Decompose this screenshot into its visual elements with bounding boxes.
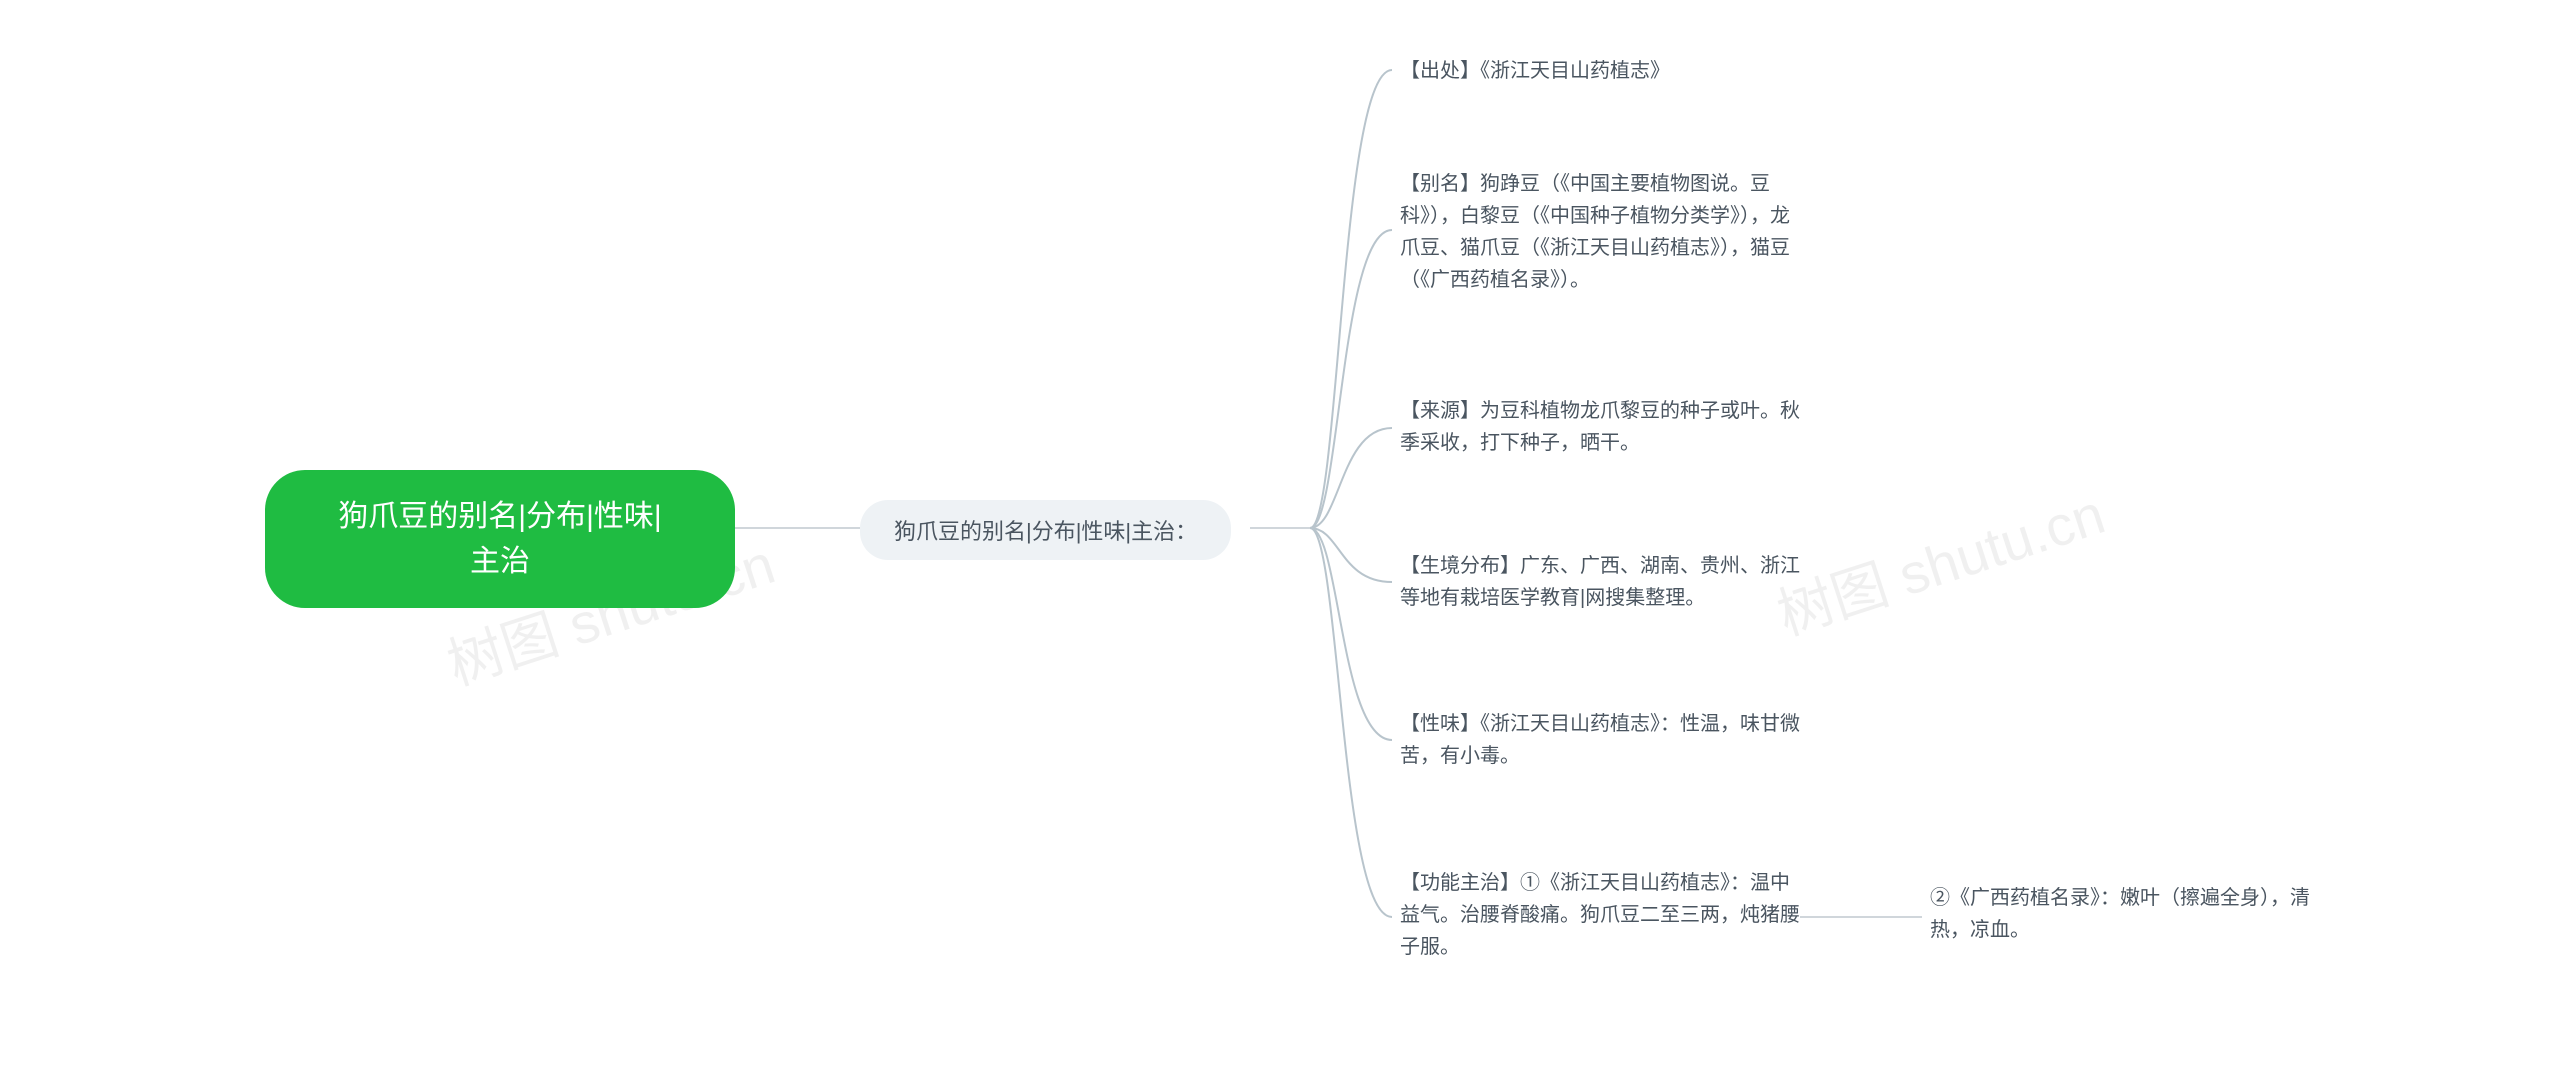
watermark-2: 树图 shutu.cn (1766, 470, 2114, 652)
branch-node[interactable]: 狗爪豆的别名|分布|性味|主治： (860, 500, 1231, 560)
leaf-function[interactable]: 【功能主治】①《浙江天目山药植志》：温中益气。治腰脊酸痛。狗爪豆二至三两，炖猪腰… (1400, 867, 1800, 963)
leaf-taste[interactable]: 【性味】《浙江天目山药植志》：性温，味甘微苦，有小毒。 (1400, 708, 1800, 772)
leaf-origin[interactable]: 【来源】为豆科植物龙爪黎豆的种子或叶。秋季采收，打下种子，晒干。 (1400, 395, 1800, 459)
leaf-function2[interactable]: ②《广西药植名录》：嫩叶（擦遍全身），清热，凉血。 (1930, 882, 2330, 946)
root-node[interactable]: 狗爪豆的别名|分布|性味| 主治 (265, 470, 735, 608)
mindmap-canvas: 树图 shutu.cn 树图 shutu.cn 狗爪豆的别名|分布|性味| 主治… (0, 0, 2560, 1074)
leaf-alias[interactable]: 【别名】狗踭豆（《中国主要植物图说。豆科》），白黎豆（《中国种子植物分类学》），… (1400, 168, 1800, 296)
leaf-habitat[interactable]: 【生境分布】广东、广西、湖南、贵州、浙江等地有栽培医学教育|网搜集整理。 (1400, 550, 1800, 614)
leaf-source[interactable]: 【出处】《浙江天目山药植志》 (1400, 55, 1670, 87)
